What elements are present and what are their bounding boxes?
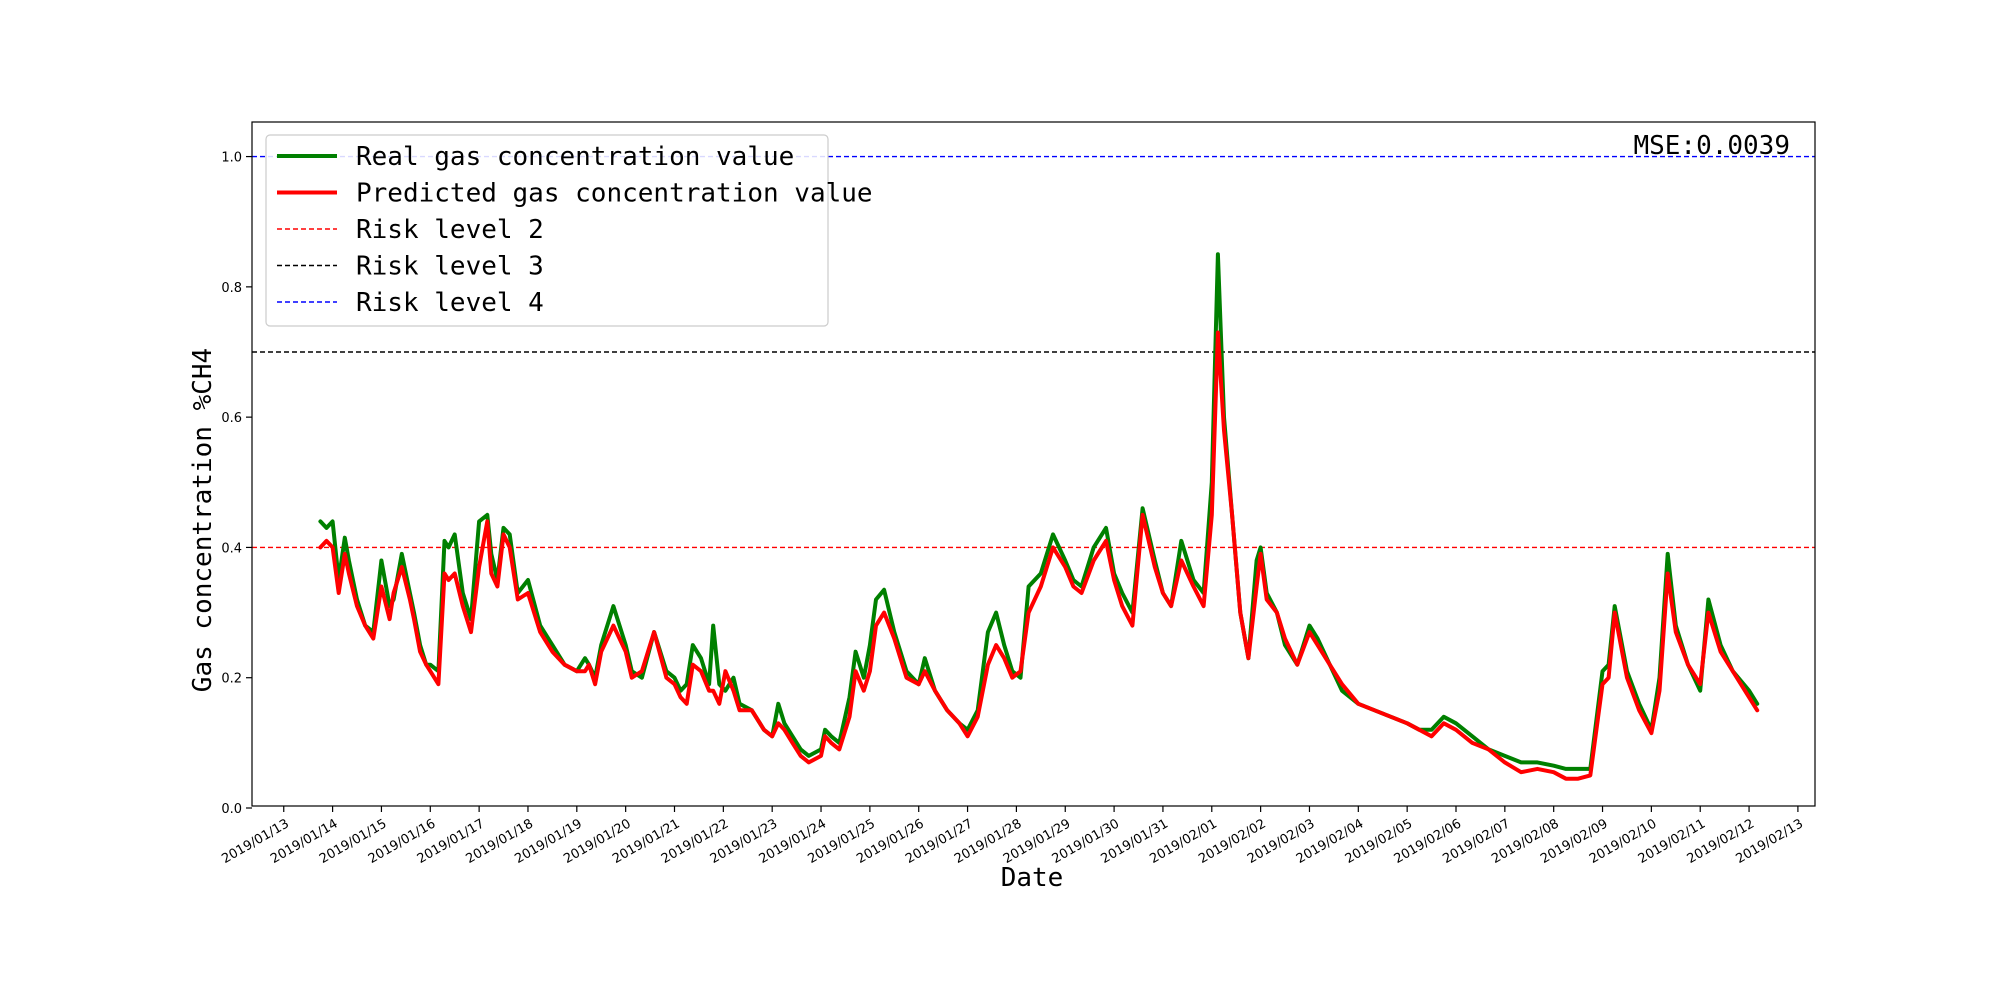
plot-frame — [251, 121, 1816, 807]
y-tick-label-5: 1.0 — [221, 151, 242, 166]
y-tick-label-0: 0.0 — [221, 802, 242, 817]
legend-label-4: Risk level 3 — [356, 252, 544, 282]
legend-box — [265, 134, 829, 327]
legend-label-5: Risk level 4 — [356, 288, 544, 318]
y-axis-title: Gas concentration %CH4 — [188, 348, 218, 692]
mse-annotation: MSE:0.0039 — [1633, 131, 1790, 161]
series-line-1 — [318, 252, 1760, 771]
legend-label-2: Predicted gas concentration value — [356, 179, 873, 209]
series-line-2 — [318, 330, 1760, 781]
y-tick-label-1: 0.2 — [221, 672, 242, 687]
y-tick-label-4: 0.8 — [221, 281, 242, 296]
legend: Real gas concentration value Predicted ga… — [265, 134, 873, 327]
legend-label-1: Real gas concentration value — [356, 142, 794, 172]
legend-label-3: Risk level 2 — [356, 215, 544, 245]
x-axis-title: Date — [1001, 863, 1064, 893]
y-tick-label-3: 0.6 — [221, 411, 242, 426]
y-tick-label-2: 0.4 — [221, 541, 242, 556]
